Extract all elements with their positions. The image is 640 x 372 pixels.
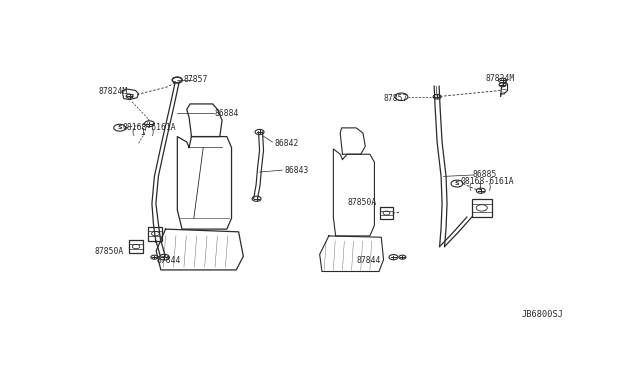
Text: 08168-6161A: 08168-6161A <box>460 177 514 186</box>
Text: JB6800SJ: JB6800SJ <box>522 310 564 319</box>
Text: 87844: 87844 <box>157 256 181 265</box>
Text: 08168-6161A: 08168-6161A <box>122 123 176 132</box>
Bar <box>380 207 393 219</box>
Text: 87850A: 87850A <box>348 198 377 207</box>
Text: 87844: 87844 <box>356 256 381 264</box>
Bar <box>148 227 163 241</box>
Text: 86885: 86885 <box>473 170 497 179</box>
Text: ( 1 ): ( 1 ) <box>131 128 156 137</box>
Text: 87857: 87857 <box>183 74 207 83</box>
Bar <box>472 199 492 217</box>
Text: ( 1 ): ( 1 ) <box>468 183 493 192</box>
Text: S: S <box>454 181 460 186</box>
Text: 87824M: 87824M <box>486 74 515 83</box>
Text: 87824M: 87824M <box>99 87 128 96</box>
Text: 87850A: 87850A <box>95 247 124 256</box>
Text: S: S <box>117 125 122 130</box>
Text: 86843: 86843 <box>284 166 308 175</box>
Bar <box>129 240 143 253</box>
Text: 87857: 87857 <box>383 94 408 103</box>
Text: 86842: 86842 <box>275 139 299 148</box>
Text: 86884: 86884 <box>215 109 239 118</box>
